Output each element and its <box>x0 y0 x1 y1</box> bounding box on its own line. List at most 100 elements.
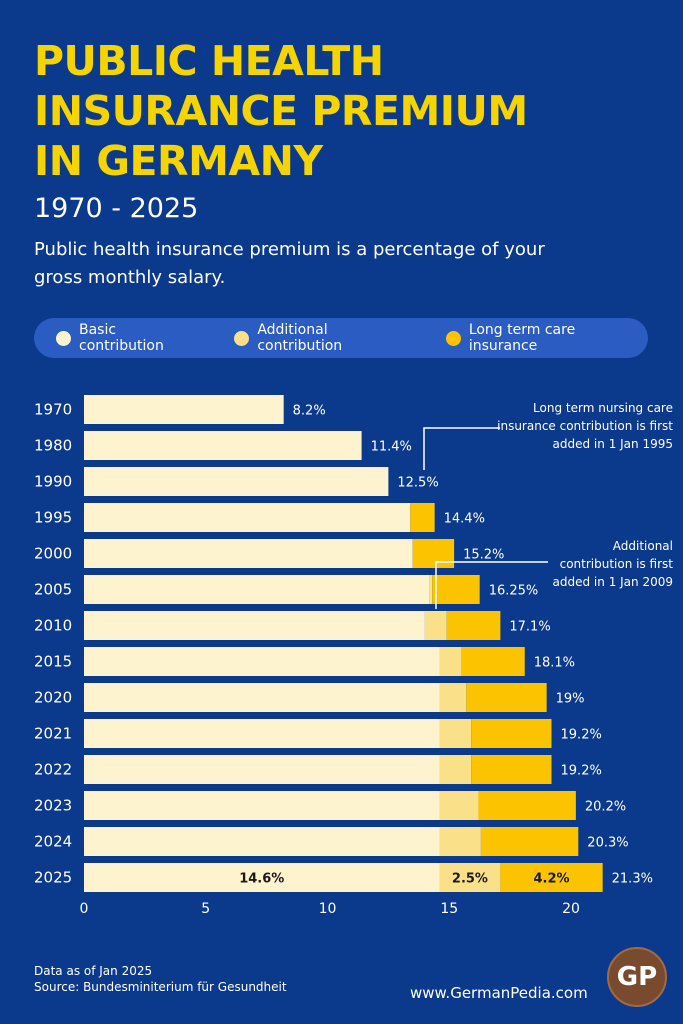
year-range: 1970 - 2025 <box>34 193 199 224</box>
year-label-2024: 2024 <box>34 833 72 851</box>
bar-care-1995 <box>410 503 435 532</box>
bar-care-2024 <box>480 827 579 856</box>
legend-swatch-basic <box>56 330 71 346</box>
bar-additional-2021 <box>439 719 472 748</box>
bar-care-2021 <box>471 719 552 748</box>
bar-care-2010 <box>446 611 501 640</box>
year-label-2015: 2015 <box>34 653 72 671</box>
total-label-2020: 19% <box>556 692 585 707</box>
total-label-2025: 21.3% <box>612 872 653 887</box>
year-label-2023: 2023 <box>34 797 72 815</box>
total-label-2005: 16.25% <box>489 584 539 599</box>
year-label-2010: 2010 <box>34 617 72 635</box>
legend-label-basic: Basic contribution <box>79 322 164 354</box>
annotation-2009-line-2: contribution is first <box>560 557 674 571</box>
annotation-1995-line-3: added in 1 Jan 1995 <box>553 437 673 451</box>
year-label-1970: 1970 <box>34 401 72 419</box>
total-label-1995: 14.4% <box>444 512 485 527</box>
bar-basic-2020 <box>84 683 440 712</box>
bar-additional-2022 <box>439 755 472 784</box>
bar-basic-2023 <box>84 791 440 820</box>
bar-basic-2021 <box>84 719 440 748</box>
premium-bar-chart: 1970 8.2% 1980 11.4% 1990 12.5% 1995 14.4% 2000 1… <box>34 395 674 917</box>
bar-additional-2010 <box>424 611 447 640</box>
annotation-1995-leader <box>423 427 500 470</box>
year-label-2020: 2020 <box>34 689 72 707</box>
bar-basic-1970 <box>84 395 284 424</box>
legend-item-basic: Basic contribution <box>56 322 205 354</box>
bar-basic-2025 <box>84 863 440 892</box>
bar-care-2022 <box>471 755 552 784</box>
total-label-2000: 15.2% <box>463 548 504 563</box>
bar-basic-2000 <box>84 539 413 568</box>
x-tick-20: 20 <box>562 901 580 917</box>
bar-basic-2010 <box>84 611 425 640</box>
footer-note: Data as of Jan 2025 Source: Bundesminite… <box>34 963 287 995</box>
bar-care-2025 <box>500 863 603 892</box>
segment-label-2025-care: 4.2% <box>533 872 569 887</box>
segment-label-2025-additional: 2.5% <box>452 872 488 887</box>
segment-label-2025-basic: 14.6% <box>239 872 284 887</box>
description: Public health insurance premium is a per… <box>34 239 545 288</box>
legend-swatch-additional <box>234 330 250 346</box>
bar-care-2015 <box>461 647 525 676</box>
total-label-2024: 20.3% <box>587 836 628 851</box>
annotation-2009-line-1: Additional <box>613 539 673 553</box>
annotation-2009-line-3: added in 1 Jan 2009 <box>553 575 673 589</box>
bar-basic-2022 <box>84 755 440 784</box>
legend-label-care: Long term care insurance <box>468 322 576 354</box>
total-label-1990: 12.5% <box>397 476 438 491</box>
legend-item-care: Long term care insurance <box>445 322 648 354</box>
total-label-2010: 17.1% <box>509 620 550 635</box>
bar-basic-2024 <box>84 827 440 856</box>
bar-basic-1995 <box>84 503 411 532</box>
legend-item-additional: Additional contribution <box>234 322 417 354</box>
year-label-1980: 1980 <box>34 437 72 455</box>
x-tick-5: 5 <box>201 901 210 917</box>
x-tick-0: 0 <box>80 901 89 917</box>
year-label-1990: 1990 <box>34 473 72 491</box>
year-label-2022: 2022 <box>34 761 72 779</box>
bar-care-2020 <box>466 683 547 712</box>
bar-additional-2023 <box>439 791 479 820</box>
x-tick-15: 15 <box>440 901 458 917</box>
total-label-2022: 19.2% <box>561 764 602 779</box>
bar-basic-1990 <box>84 467 389 496</box>
bar-basic-2015 <box>84 647 440 676</box>
bar-additional-2025 <box>439 863 501 892</box>
year-label-2025: 2025 <box>34 869 72 887</box>
annotation-2009-leader <box>435 561 548 609</box>
website-link[interactable]: www.GermanPedia.com <box>410 984 588 1002</box>
legend-label-additional: Additional contribution <box>257 322 343 354</box>
total-label-1970: 8.2% <box>293 404 326 419</box>
year-label-2021: 2021 <box>34 725 72 743</box>
page-title: PUBLIC HEALTH INSURANCE PREMIUM IN GERMA… <box>34 36 654 186</box>
data-date-note: Data as of Jan 2025 <box>34 964 153 978</box>
title-line-1: PUBLIC HEALTH <box>34 37 384 85</box>
total-label-2023: 20.2% <box>585 800 626 815</box>
bar-additional-2015 <box>439 647 462 676</box>
title-line-3: IN GERMANY <box>34 137 323 185</box>
total-label-2015: 18.1% <box>534 656 575 671</box>
legend-swatch-care <box>445 330 461 346</box>
bar-additional-2005 <box>429 575 433 604</box>
bar-basic-1980 <box>84 431 362 460</box>
bar-basic-2005 <box>84 575 430 604</box>
year-label-1995: 1995 <box>34 509 72 527</box>
germanpedia-logo: GP <box>607 947 667 1007</box>
legend: Basic contribution Additional contributi… <box>34 318 648 358</box>
total-label-1980: 11.4% <box>371 440 412 455</box>
year-label-2000: 2000 <box>34 545 72 563</box>
bar-care-2023 <box>478 791 576 820</box>
bar-care-2005 <box>432 575 480 604</box>
annotation-1995-line-1: Long term nursing care <box>533 401 673 415</box>
x-tick-10: 10 <box>319 901 337 917</box>
year-label-2005: 2005 <box>34 581 72 599</box>
annotation-1995-line-2: insurance contribution is first <box>497 419 673 433</box>
bar-care-2000 <box>412 539 455 568</box>
bar-additional-2024 <box>439 827 481 856</box>
bar-additional-2020 <box>439 683 467 712</box>
title-line-2: INSURANCE PREMIUM <box>34 87 528 135</box>
total-label-2021: 19.2% <box>561 728 602 743</box>
source-note: Source: Bundesminiterium für Gesundheit <box>34 980 287 994</box>
